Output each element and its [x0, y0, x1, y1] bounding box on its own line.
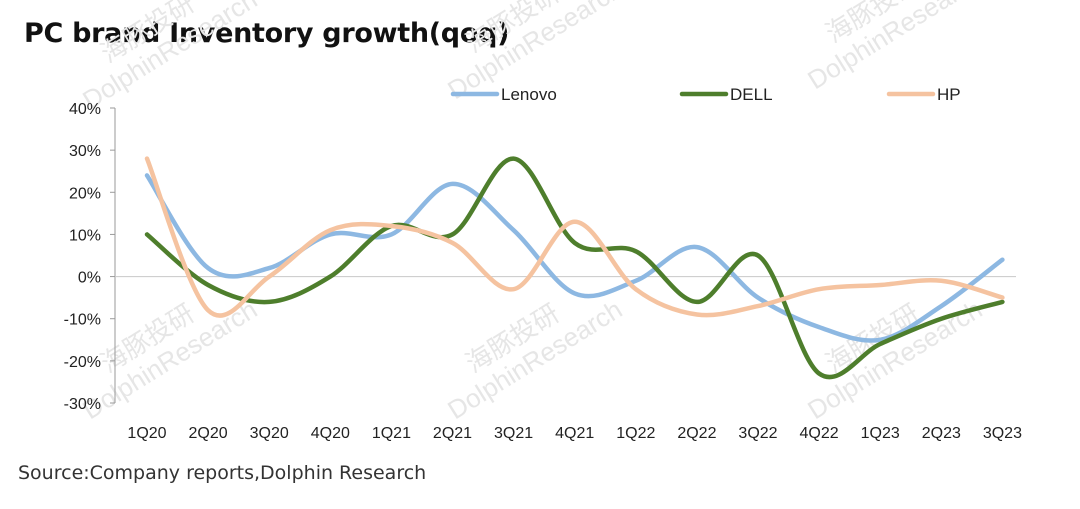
x-tick-label: 1Q20: [127, 425, 166, 442]
y-tick-label: 30%: [69, 143, 101, 160]
y-tick-label: -10%: [64, 312, 101, 329]
chart-axes: 40% 30% 20% 10% 0% -10% -20% -30% 1Q20 2Q20 3Q20 4Q…: [64, 101, 1022, 442]
watermark-en: DolphinResearch: [802, 0, 987, 95]
x-tick-label: 1Q23: [861, 425, 900, 442]
y-tick-label: 40%: [69, 101, 101, 118]
series-layer: [144, 156, 1005, 380]
y-tick-label: 0%: [78, 270, 101, 287]
x-tick-label: 4Q22: [800, 425, 839, 442]
x-tick-label: 3Q22: [738, 425, 777, 442]
x-tick-label: 3Q23: [983, 425, 1022, 442]
x-tick-label: 4Q21: [555, 425, 594, 442]
legend-label-dell: DELL: [730, 85, 773, 104]
y-tick-label: 20%: [69, 185, 101, 202]
x-tick-label: 2Q22: [677, 425, 716, 442]
source-note: Source:Company reports,Dolphin Research: [18, 462, 427, 484]
y-tick-label: -20%: [64, 354, 101, 371]
chart-legend: Lenovo DELL HP: [450, 85, 961, 104]
x-tick-label: 3Q21: [494, 425, 533, 442]
x-tick-label: 3Q20: [250, 425, 289, 442]
y-tick-label: -30%: [64, 396, 101, 413]
series-line-lenovo: [144, 173, 1005, 343]
chart-title: PC brand Inventory growth(qoq): [24, 18, 510, 49]
legend-label-hp: HP: [937, 85, 961, 104]
x-tick-label: 4Q20: [311, 425, 350, 442]
x-tick-label: 2Q20: [189, 425, 228, 442]
y-tick-label: 10%: [69, 227, 101, 244]
x-tick-label: 2Q21: [433, 425, 472, 442]
legend-label-lenovo: Lenovo: [501, 85, 557, 104]
x-tick-label: 1Q21: [372, 425, 411, 442]
x-tick-label: 2Q23: [922, 425, 961, 442]
x-tick-label: 1Q22: [616, 425, 655, 442]
